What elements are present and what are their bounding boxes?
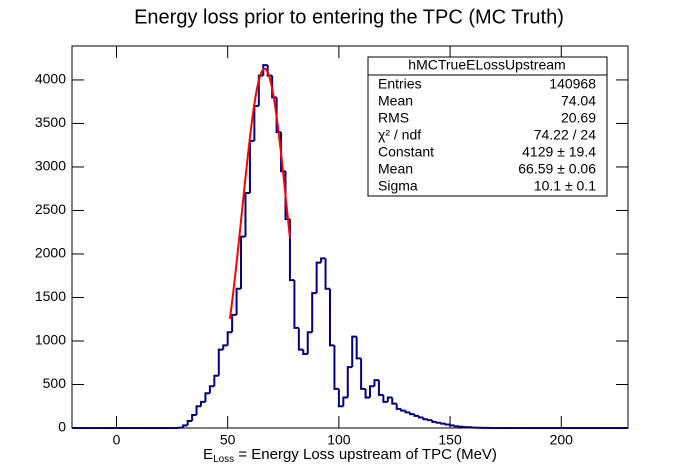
- histogram-bin: [293, 280, 299, 329]
- stats-box: [367, 56, 608, 197]
- y-tick-label: 0: [58, 419, 66, 435]
- histogram-bin: [208, 385, 215, 394]
- stats-label: Entries: [378, 76, 422, 92]
- histogram-bin: [226, 331, 233, 346]
- histogram-bin: [440, 422, 446, 425]
- x-tick-label: 100: [327, 432, 351, 448]
- histogram-bin: [320, 257, 326, 263]
- stats-value: 66.59 ± 0.06: [518, 161, 596, 177]
- stats-label: χ² / ndf: [378, 127, 421, 143]
- histogram-bin: [324, 258, 330, 290]
- histogram-bin: [346, 366, 353, 398]
- stats-value: 74.04: [561, 93, 596, 109]
- histogram-bin: [449, 424, 455, 427]
- stats-value: 140968: [549, 76, 596, 92]
- x-label-main: E: [203, 446, 213, 463]
- histogram-bin: [306, 331, 313, 355]
- histogram-bin: [315, 261, 322, 294]
- y-tick-label: 2500: [35, 201, 66, 217]
- stats-label: RMS: [378, 110, 409, 126]
- histogram-bin: [373, 379, 379, 387]
- stats-value: 20.69: [561, 110, 596, 126]
- histogram-bin: [244, 192, 250, 237]
- x-axis-label: ELoss = Energy Loss upstream of TPC (MeV…: [203, 446, 497, 465]
- histogram-bin: [453, 425, 459, 428]
- histogram-bin: [302, 349, 308, 356]
- histogram-bin: [240, 235, 246, 289]
- stats-label: Mean: [378, 161, 413, 177]
- stats-label: Mean: [378, 93, 413, 109]
- histogram-bin: [417, 415, 424, 419]
- histogram-bin: [400, 408, 406, 412]
- histogram-bin: [404, 410, 411, 414]
- histogram-bin: [409, 412, 415, 416]
- histogram-bin: [231, 313, 237, 333]
- y-tick-label: 2000: [35, 245, 66, 261]
- histogram-bin: [413, 414, 419, 417]
- x-tick-label: 50: [220, 432, 236, 448]
- histogram-bin: [235, 287, 242, 315]
- histogram-bin: [395, 403, 402, 410]
- histogram-bin: [199, 400, 206, 407]
- histogram-bin: [311, 292, 317, 333]
- histogram-bin: [328, 288, 335, 347]
- histogram-bin: [182, 424, 188, 428]
- stats-rows: Entries 140968 Mean 74.04 RMS 20.69 χ² / ndf 74…: [378, 76, 596, 194]
- histogram-bin: [382, 394, 388, 403]
- histogram-bin: [426, 419, 433, 422]
- frame: [71, 45, 629, 429]
- histogram-bin: [271, 75, 277, 99]
- histogram-bin: [360, 358, 366, 390]
- histogram-bin: [204, 392, 210, 402]
- y-tick-label: 3000: [35, 158, 66, 174]
- histogram-bin: [288, 219, 295, 282]
- stats-value: 4129 ± 19.4: [522, 144, 596, 160]
- histogram-bin: [186, 420, 193, 426]
- x-tick-label: 200: [550, 432, 574, 448]
- histogram-bin: [257, 74, 264, 107]
- histogram-bin: [369, 385, 375, 398]
- histogram-bin: [364, 388, 371, 399]
- y-tick-label: 3500: [35, 114, 66, 130]
- stats-value: 74.22 / 24: [534, 127, 596, 143]
- y-tick-label: 500: [43, 375, 67, 391]
- y-tick-label: 1000: [35, 332, 66, 348]
- stats-value: 10.1 ± 0.1: [534, 178, 596, 194]
- histogram-bin: [262, 64, 268, 76]
- histogram-bin: [217, 348, 224, 376]
- histogram-bin: [337, 388, 344, 408]
- histogram-bin: [266, 65, 273, 77]
- x-label-sub: Loss: [213, 454, 234, 465]
- histogram-bin: [431, 420, 437, 423]
- x-tick-label: 150: [438, 432, 462, 448]
- histogram-bin: [195, 405, 201, 415]
- x-label-rest: = Energy Loss upstream of TPC (MeV): [234, 446, 497, 463]
- histogram-bin: [422, 417, 428, 421]
- histogram-bin: [435, 421, 442, 424]
- histogram-bin: [386, 396, 393, 402]
- chart-title: Energy loss prior to entering the TPC (M…: [134, 6, 564, 28]
- histogram-bin: [222, 344, 228, 350]
- fit-curve: [228, 67, 291, 319]
- histogram-bin: [355, 336, 362, 360]
- histogram-bin: [213, 374, 219, 387]
- histogram-bin: [391, 397, 397, 405]
- histogram-bin: [342, 396, 348, 407]
- stats-label: Constant: [378, 144, 434, 160]
- histogram-bin: [333, 345, 339, 390]
- y-tick-label: 4000: [35, 71, 66, 87]
- histogram-bin: [191, 413, 197, 422]
- stats-label: Sigma: [378, 178, 418, 194]
- histogram-bin: [351, 335, 357, 368]
- stats-title: hMCTrueELossUpstream: [408, 57, 565, 73]
- y-tick-label: 1500: [35, 288, 66, 304]
- histogram-bin: [377, 380, 384, 396]
- histogram-bin: [444, 423, 451, 426]
- x-tick-label: 0: [113, 432, 121, 448]
- histogram-bin: [297, 327, 304, 351]
- plot: 0 500 1000 1500 2000 2500 3000 3500 4000 0 50 100 15…: [35, 46, 628, 448]
